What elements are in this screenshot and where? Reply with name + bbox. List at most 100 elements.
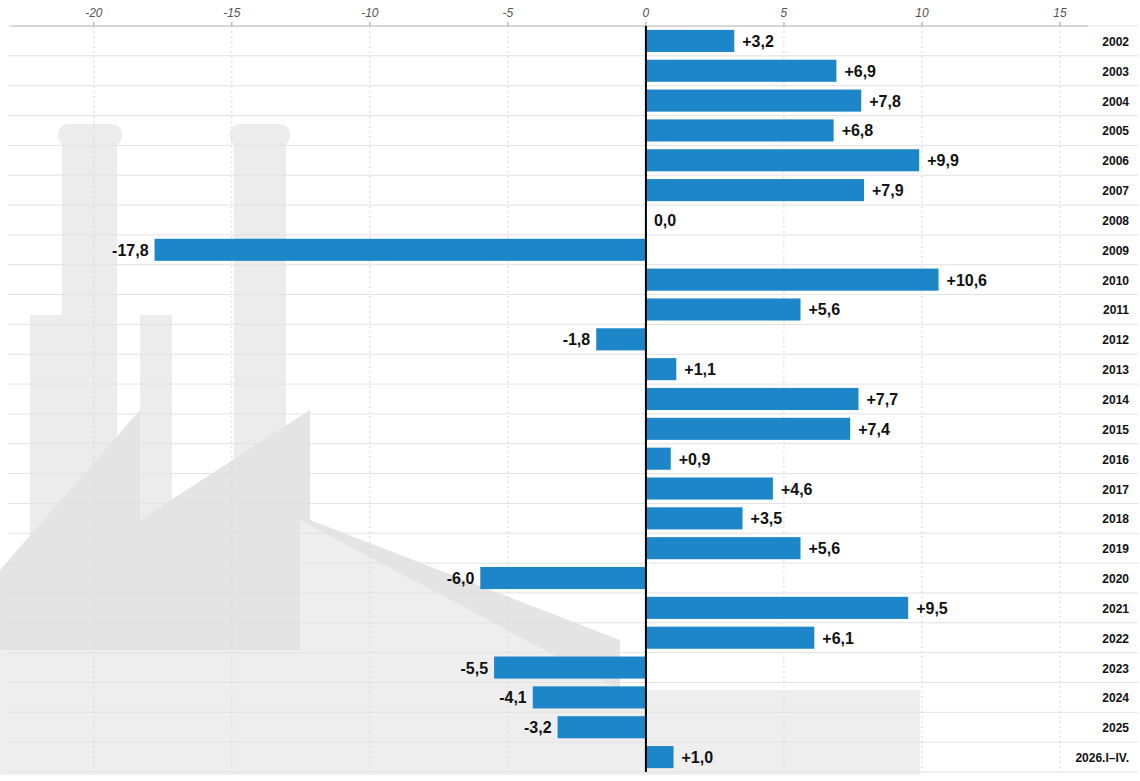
- grid-line: [1059, 26, 1060, 772]
- data-label: +6,1: [822, 630, 854, 647]
- chimney-top: [58, 124, 122, 146]
- bar: [646, 388, 859, 410]
- row-separator: [8, 772, 1138, 773]
- data-label: +6,9: [844, 63, 876, 80]
- grid-line: [645, 26, 646, 772]
- category-label: 2024: [1102, 691, 1129, 705]
- row-separator: [8, 652, 1138, 653]
- data-label: +4,6: [781, 481, 813, 498]
- tick-mark: [783, 22, 784, 26]
- category-label: 2004: [1102, 95, 1129, 109]
- tick-mark: [231, 22, 232, 26]
- background-factory: [0, 124, 920, 775]
- tick-mark: [507, 22, 508, 26]
- chart: -20-15-10-5051015+3,2+6,9+7,8+6,8+9,9+7,…: [0, 0, 1140, 781]
- category-label: 2009: [1102, 244, 1129, 258]
- row-separator: [8, 742, 1138, 743]
- x-axis-line: [11, 26, 1088, 27]
- data-label: -5,5: [461, 660, 489, 677]
- category-label: 2010: [1102, 274, 1129, 288]
- category-label: 2018: [1102, 512, 1129, 526]
- bar: [646, 90, 861, 112]
- bar: [646, 477, 773, 499]
- bar: [646, 627, 814, 649]
- row-separator: [8, 533, 1138, 534]
- data-label: +0,9: [679, 451, 711, 468]
- tick-label: 10: [915, 6, 929, 20]
- bar: [646, 269, 939, 291]
- roof: [0, 520, 920, 775]
- category-label: 2011: [1103, 303, 1129, 317]
- data-label: +5,6: [809, 540, 841, 557]
- row-separator: [8, 592, 1138, 593]
- grid-line: [93, 26, 94, 772]
- category-label: 2022: [1102, 632, 1129, 646]
- row-separator: [8, 205, 1138, 206]
- row-separator: [8, 443, 1138, 444]
- data-label: +3,2: [742, 33, 774, 50]
- bar: [480, 567, 646, 589]
- category-label: 2017: [1102, 483, 1129, 497]
- tick-mark: [369, 22, 370, 26]
- row-separator: [8, 473, 1138, 474]
- row-separator: [8, 384, 1138, 385]
- category-label: 2014: [1102, 393, 1129, 407]
- data-label: -4,1: [499, 689, 527, 706]
- bar: [646, 507, 743, 529]
- category-label: 2026.I–IV.: [1075, 751, 1129, 765]
- bar: [646, 30, 734, 52]
- category-label: 2021: [1102, 602, 1129, 616]
- grid-line: [369, 26, 370, 772]
- category-label: 2003: [1102, 65, 1129, 79]
- tick-mark: [93, 22, 94, 26]
- tick-mark: [645, 22, 646, 26]
- tick-label: -20: [85, 6, 103, 20]
- bar: [494, 657, 646, 679]
- category-label: 2008: [1102, 214, 1129, 228]
- category-label: 2016: [1102, 453, 1129, 467]
- bar: [646, 179, 864, 201]
- row-separator: [8, 413, 1138, 414]
- row-separator: [8, 115, 1138, 116]
- tick-mark: [1059, 22, 1060, 26]
- grid-line: [231, 26, 232, 772]
- data-label: +7,9: [872, 182, 904, 199]
- category-label: 2015: [1102, 423, 1129, 437]
- bar: [646, 149, 919, 171]
- tick-label: 0: [643, 6, 650, 20]
- row-separator: [8, 563, 1138, 564]
- data-label: +5,6: [809, 301, 841, 318]
- category-label: 2025: [1102, 721, 1129, 735]
- row-separator: [8, 264, 1138, 265]
- row-separator: [8, 354, 1138, 355]
- bar: [646, 358, 676, 380]
- tick-mark: [921, 22, 922, 26]
- bar: [155, 239, 646, 261]
- category-label: 2019: [1102, 542, 1129, 556]
- category-label: 2007: [1102, 184, 1129, 198]
- row-separator: [8, 175, 1138, 176]
- chimney-top: [230, 124, 290, 146]
- bar: [646, 119, 834, 141]
- row-separator: [8, 26, 1138, 27]
- bar: [646, 597, 908, 619]
- data-label: +7,8: [869, 93, 901, 110]
- category-label: 2020: [1102, 572, 1129, 586]
- bar: [596, 328, 646, 350]
- tick-label: -15: [223, 6, 241, 20]
- category-label: 2005: [1102, 124, 1129, 138]
- bar: [646, 746, 674, 768]
- data-label: +7,7: [866, 391, 898, 408]
- tick-label: -10: [361, 6, 379, 20]
- data-label: +1,0: [682, 749, 714, 766]
- row-separator: [8, 324, 1138, 325]
- data-label: +7,4: [858, 421, 890, 438]
- data-label: +9,9: [927, 152, 959, 169]
- category-label: 2012: [1102, 333, 1129, 347]
- data-label: +1,1: [684, 361, 716, 378]
- data-label: +6,8: [842, 122, 874, 139]
- bar: [646, 448, 671, 470]
- data-label: +10,6: [947, 272, 988, 289]
- row-separator: [8, 712, 1138, 713]
- bar: [646, 537, 801, 559]
